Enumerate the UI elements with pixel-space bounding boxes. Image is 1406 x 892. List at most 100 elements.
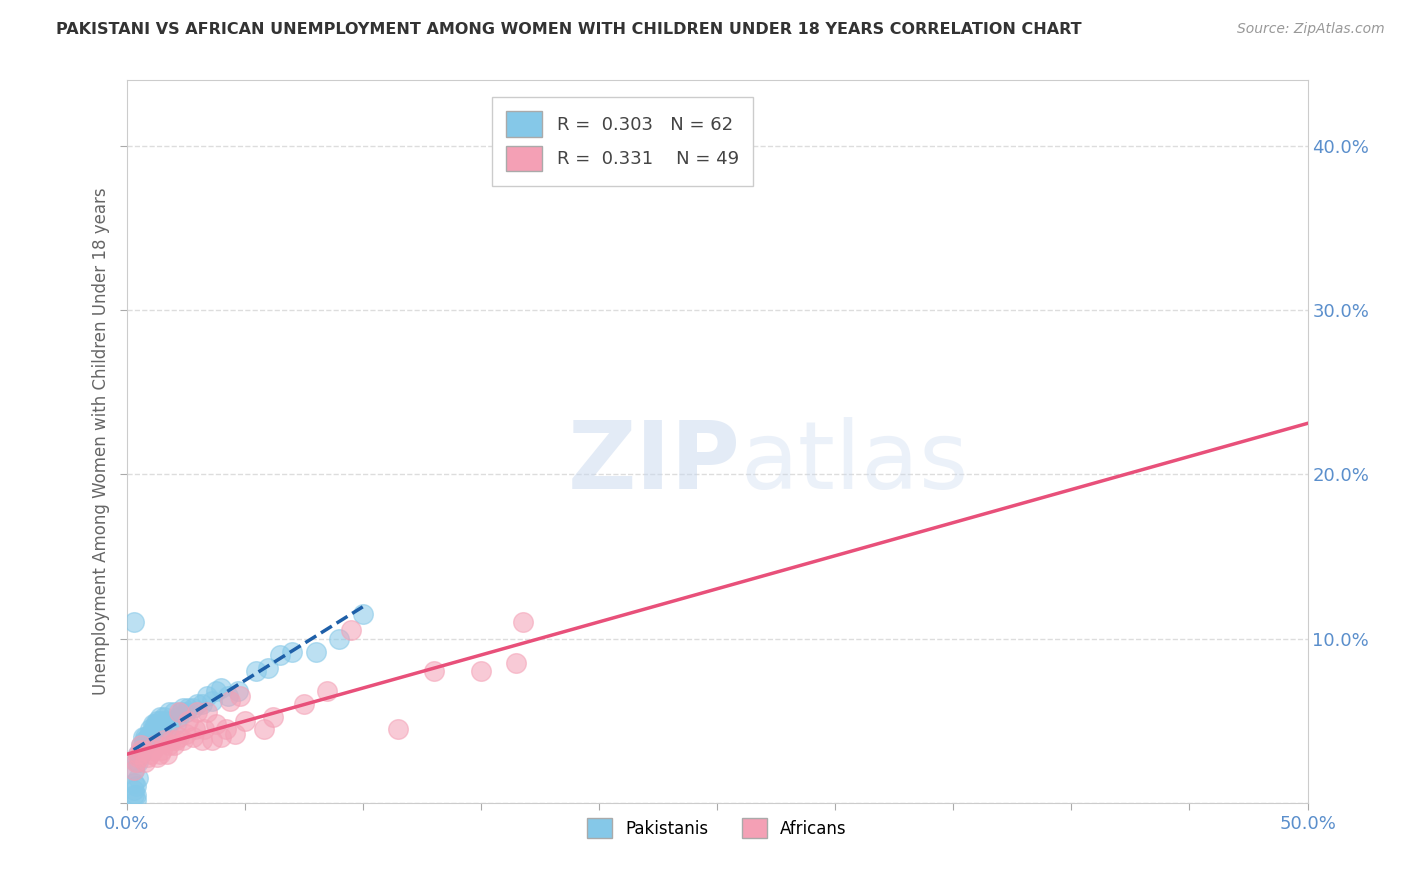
Point (129, 747, 152, 761)
Point (177, 700, 200, 714)
Point (122, 615, 145, 630)
Point (226, 684, 249, 698)
Point (200, 694, 222, 708)
Point (229, 689, 252, 703)
Point (165, 733, 187, 747)
Point (157, 739, 180, 753)
Point (209, 730, 232, 744)
Point (143, 722, 166, 736)
Point (139, 722, 162, 736)
Point (143, 739, 166, 753)
Point (125, 755, 148, 769)
Point (269, 648, 291, 662)
Point (193, 722, 215, 736)
Point (125, 780, 148, 794)
Point (150, 743, 173, 757)
Point (170, 706, 193, 720)
Point (157, 706, 180, 720)
Point (191, 698, 214, 712)
Point (177, 714, 200, 728)
Point (127, 747, 149, 761)
Point (125, 755, 148, 769)
Point (160, 714, 183, 728)
Point (233, 714, 256, 728)
Point (139, 727, 162, 741)
Point (328, 632, 350, 646)
Point (340, 624, 363, 638)
Point (195, 706, 218, 720)
Point (127, 755, 149, 769)
Point (122, 776, 145, 790)
Point (167, 706, 190, 720)
Point (129, 743, 152, 757)
Point (195, 689, 218, 703)
Point (127, 771, 149, 785)
Point (262, 710, 284, 724)
Point (134, 755, 156, 769)
Point (122, 763, 145, 777)
Point (224, 727, 246, 741)
Point (160, 733, 183, 747)
Point (153, 714, 176, 728)
Point (316, 684, 339, 698)
Text: atlas: atlas (741, 417, 969, 509)
Point (257, 661, 280, 675)
Point (163, 739, 186, 753)
Point (132, 730, 155, 744)
Point (245, 665, 267, 679)
Point (172, 733, 194, 747)
Point (209, 681, 232, 695)
Point (143, 717, 166, 731)
Point (172, 700, 194, 714)
Point (149, 747, 172, 761)
Point (252, 722, 274, 736)
Point (122, 763, 145, 777)
Point (132, 739, 155, 753)
Point (149, 714, 172, 728)
Point (181, 730, 204, 744)
Point (165, 717, 187, 731)
Point (163, 706, 186, 720)
Point (149, 710, 172, 724)
Point (184, 722, 207, 736)
Point (129, 739, 152, 753)
Text: Source: ZipAtlas.com: Source: ZipAtlas.com (1237, 22, 1385, 37)
Point (422, 665, 444, 679)
Point (215, 722, 238, 736)
Point (125, 788, 148, 802)
Point (387, 722, 409, 736)
Point (205, 684, 228, 698)
Point (156, 747, 179, 761)
Point (174, 727, 197, 741)
Point (153, 733, 176, 747)
Point (174, 706, 197, 720)
Point (127, 747, 149, 761)
Point (153, 710, 176, 724)
Text: ZIP: ZIP (568, 417, 741, 509)
Point (134, 733, 156, 747)
Point (139, 730, 162, 744)
Point (127, 749, 149, 764)
Point (136, 749, 159, 764)
Point (304, 645, 326, 659)
Point (141, 722, 163, 736)
Point (219, 694, 242, 708)
Point (292, 698, 315, 712)
Point (150, 717, 173, 731)
Point (191, 733, 214, 747)
Y-axis label: Unemployment Among Women with Children Under 18 years: Unemployment Among Women with Children U… (91, 187, 110, 696)
Point (200, 733, 222, 747)
Point (205, 717, 228, 731)
Point (134, 739, 156, 753)
Legend: Pakistanis, Africans: Pakistanis, Africans (581, 812, 853, 845)
Point (136, 733, 159, 747)
Point (125, 792, 148, 806)
Point (156, 722, 179, 736)
Point (122, 782, 145, 797)
Point (134, 730, 156, 744)
Point (281, 645, 304, 659)
Point (139, 747, 162, 761)
Text: PAKISTANI VS AFRICAN UNEMPLOYMENT AMONG WOMEN WITH CHILDREN UNDER 18 YEARS CORRE: PAKISTANI VS AFRICAN UNEMPLOYMENT AMONG … (56, 22, 1081, 37)
Point (122, 788, 145, 802)
Point (512, 615, 534, 630)
